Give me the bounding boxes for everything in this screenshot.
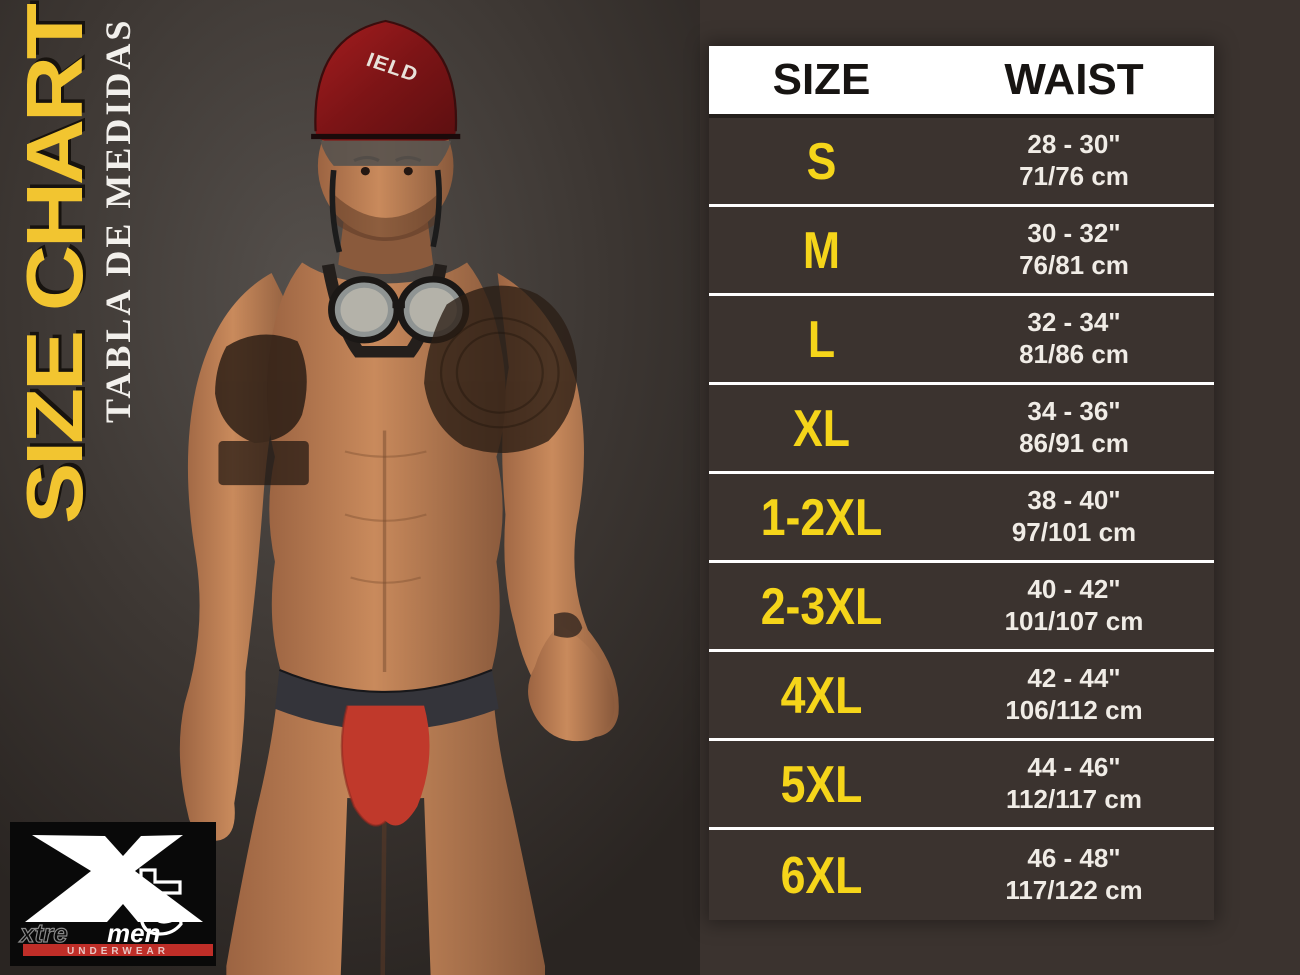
svg-text:xtre: xtre bbox=[18, 918, 68, 948]
svg-text:men: men bbox=[107, 918, 160, 948]
svg-text:UNDERWEAR: UNDERWEAR bbox=[67, 946, 169, 957]
